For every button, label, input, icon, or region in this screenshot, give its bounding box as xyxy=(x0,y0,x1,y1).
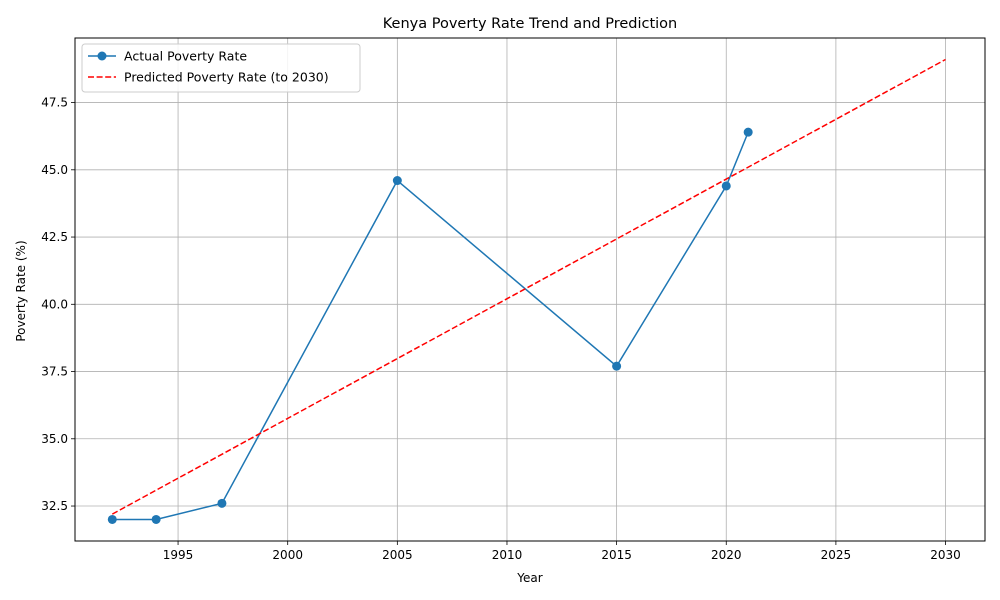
legend-marker-actual xyxy=(97,51,107,61)
y-axis-label: Poverty Rate (%) xyxy=(14,240,28,341)
chart-title: Kenya Poverty Rate Trend and Prediction xyxy=(383,16,677,32)
y-axis-ticks: 32.5 35.0 37.5 40.0 42.5 45.0 47.5 xyxy=(41,96,75,513)
data-point-actual xyxy=(612,361,622,371)
x-tick-label: 2005 xyxy=(382,548,413,562)
x-tick-label: 2025 xyxy=(821,548,852,562)
y-tick-label: 35.0 xyxy=(41,432,68,446)
y-tick-label: 42.5 xyxy=(41,230,68,244)
legend-box xyxy=(81,43,361,93)
y-tick-label: 47.5 xyxy=(41,96,68,110)
x-tick-label: 2030 xyxy=(930,548,961,562)
data-point-actual xyxy=(392,176,402,186)
y-tick-label: 45.0 xyxy=(41,163,68,177)
data-point-actual xyxy=(217,498,227,508)
x-tick-label: 2000 xyxy=(272,548,303,562)
x-axis-ticks: 1995 2000 2005 2010 2015 2020 2025 2030 xyxy=(163,541,961,562)
legend-label-actual: Actual Poverty Rate xyxy=(124,49,247,64)
y-tick-label: 32.5 xyxy=(41,499,68,513)
legend: Actual Poverty Rate Predicted Poverty Ra… xyxy=(81,43,361,93)
x-tick-label: 2010 xyxy=(492,548,523,562)
legend-label-predicted: Predicted Poverty Rate (to 2030) xyxy=(124,70,329,85)
x-tick-label: 2020 xyxy=(711,548,742,562)
data-point-actual xyxy=(721,181,731,191)
plot-series xyxy=(107,58,946,524)
data-point-actual xyxy=(151,514,161,524)
x-axis-label: Year xyxy=(516,571,542,585)
data-point-actual xyxy=(743,127,753,137)
plot-frame xyxy=(74,37,986,542)
grid xyxy=(75,38,985,541)
data-point-actual xyxy=(107,514,117,524)
x-tick-label: 2015 xyxy=(601,548,632,562)
series-line-predicted xyxy=(111,58,946,515)
y-tick-label: 40.0 xyxy=(41,297,68,311)
x-tick-label: 1995 xyxy=(163,548,194,562)
y-tick-label: 37.5 xyxy=(41,365,68,379)
